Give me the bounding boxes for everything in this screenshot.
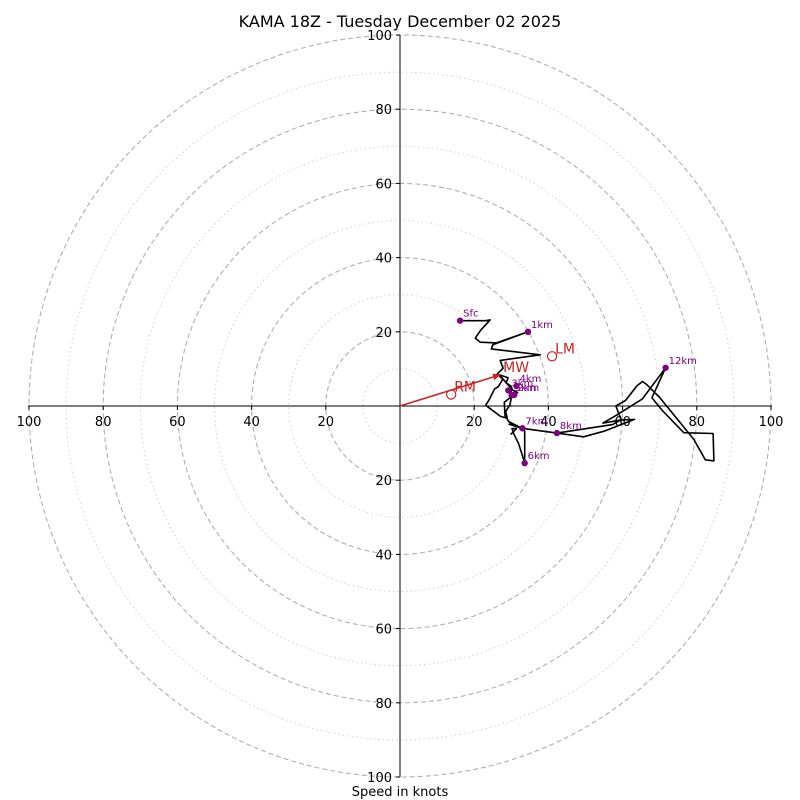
y-tick-label: 100 [367,29,392,44]
x-tick-label: 20 [318,415,335,430]
storm-motion-marker-RM [445,389,457,400]
x-tick-label: 40 [540,415,557,430]
x-tick-label: 80 [95,415,112,430]
height-label-4km: 4km [519,374,541,385]
x-tick-label: 100 [759,415,784,430]
height-point-12km [662,364,669,371]
y-tick-label: 100 [367,771,392,786]
x-tick-label: 80 [689,415,706,430]
height-point-8km [553,429,561,437]
height-label-6km: 6km [528,451,550,462]
chart-title: KAMA 18Z - Tuesday December 02 2025 [239,12,562,31]
height-label-1km: 1km [531,320,553,331]
height-label-7km: 7km [525,416,547,427]
mean-wind-arrowhead [492,373,501,381]
x-tick-label: 20 [466,415,483,430]
wind-profile-line [460,319,715,464]
y-tick-label: 20 [375,474,392,489]
y-tick-label: 40 [375,548,392,563]
y-tick-label: 60 [375,623,392,638]
height-point-Sfc [456,317,464,324]
hodograph-trace [460,319,715,464]
storm-motion-label-RM: RM [454,379,476,395]
x-tick-label: 40 [243,415,260,430]
y-tick-label: 60 [375,177,392,192]
x-tick-label: 60 [169,415,186,430]
height-point-3km [505,387,512,394]
height-point-4km [513,382,520,390]
x-axis-label: Speed in knots [352,785,449,800]
y-tick-label: 80 [375,103,392,118]
height-label-8km: 8km [560,421,582,432]
y-tick-label: 40 [375,252,392,267]
height-point-1km [524,328,532,335]
y-tick-label: 80 [375,697,392,712]
height-point-5km [508,392,515,399]
height-label-12km: 12km [669,356,697,367]
y-tick-labels: 100 80 60 40 20 20 40 60 80 100 [367,29,400,786]
height-label-Sfc: Sfc [463,309,478,320]
x-tick-label: 100 [17,415,42,430]
storm-motion-marker-LM [546,351,558,362]
storm-motion-markers: RM LM MW [445,341,575,400]
storm-motion-label-MW: MW [503,360,529,376]
y-tick-label: 20 [375,326,392,341]
height-label-3km: 3km [511,378,533,389]
height-label-5km: 5km [515,383,537,394]
storm-motion-label-LM: LM [555,341,575,357]
height-label-2km: 2km [517,383,539,394]
height-point-6km [521,459,528,467]
height-point-7km [519,425,526,432]
